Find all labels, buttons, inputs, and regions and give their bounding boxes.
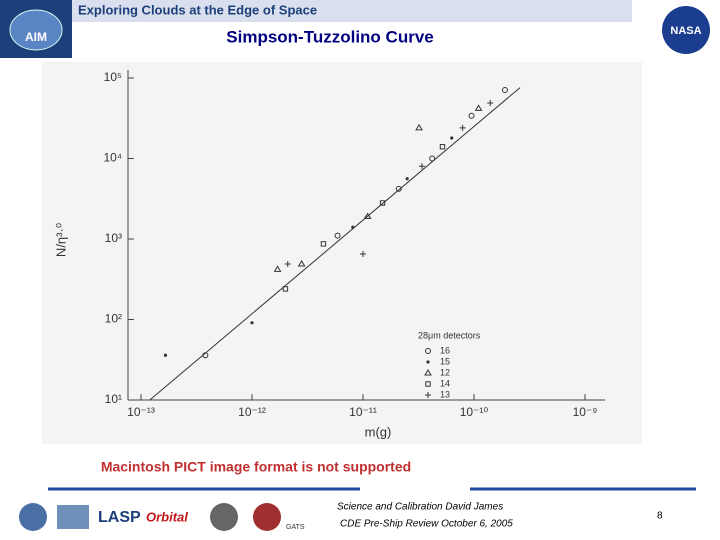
point — [320, 241, 327, 247]
point — [468, 112, 475, 119]
point — [351, 225, 355, 229]
x-tick-label: 10⁻¹³ — [127, 405, 155, 419]
legend-label: 13 — [440, 389, 450, 399]
slide-title: Simpson-Tuzzolino Curve — [226, 27, 433, 46]
legend-title: 28μm detectors — [418, 330, 481, 340]
logo-icon — [57, 505, 89, 529]
y-tick-label: 10² — [105, 312, 122, 326]
footer-line: CDE Pre-Ship Review October 6, 2005 — [340, 519, 513, 530]
y-axis-label: N/η³·⁰ — [53, 223, 68, 257]
x-axis-label: m(g) — [365, 424, 392, 439]
point — [439, 144, 446, 150]
orbital-logo: Orbital — [146, 509, 188, 524]
banner-text: Exploring Clouds at the Edge of Space — [78, 2, 317, 17]
legend-label: 16 — [440, 345, 450, 355]
placeholder-box — [52, 450, 460, 486]
point — [459, 124, 466, 131]
footer-line: Science and Calibration David James — [337, 502, 503, 513]
y-tick-label: 10⁵ — [104, 70, 122, 84]
legend-label: 14 — [440, 378, 450, 388]
y-tick-label: 10¹ — [105, 392, 122, 406]
placeholder-text: Macintosh PICT image format is not suppo… — [101, 459, 411, 475]
point — [379, 200, 386, 206]
page-number: 8 — [657, 511, 663, 522]
point — [425, 392, 431, 398]
x-tick-label: 10⁻¹¹ — [349, 405, 377, 419]
lasp-logo: LASP — [98, 509, 141, 526]
chart-image — [42, 62, 642, 444]
point — [202, 352, 209, 359]
point — [474, 104, 483, 111]
point — [395, 185, 402, 192]
nasa-logo-text: NASA — [670, 25, 701, 37]
aim-logo — [9, 9, 63, 51]
x-tick-label: 10⁻¹² — [238, 405, 266, 419]
point — [487, 99, 494, 106]
logo-icon — [210, 503, 238, 531]
logo-icon — [19, 503, 47, 531]
banner-band — [72, 0, 632, 22]
chart: 10¹ 10² 10³ 10⁴ 10⁵ 10⁻¹³ 10⁻¹² 10⁻¹¹ 10⁻¹⁰ 10⁻⁹ m… — [53, 70, 605, 439]
gats-logo: GATS — [286, 524, 305, 531]
point — [297, 259, 306, 267]
nasa-logo — [662, 6, 710, 54]
point — [282, 286, 289, 292]
x-tick-label: 10⁻¹⁰ — [460, 405, 489, 419]
point — [425, 381, 431, 387]
fit-line — [149, 87, 521, 401]
gats-icon — [253, 503, 281, 531]
point — [273, 265, 282, 272]
point — [250, 321, 254, 325]
point — [424, 369, 432, 376]
point — [405, 177, 409, 181]
y-tick-label: 10⁴ — [103, 151, 122, 165]
point — [334, 232, 341, 239]
y-tick-label: 10³ — [105, 231, 122, 245]
legend-label: 15 — [440, 356, 450, 366]
aim-logo-text: AIM — [25, 30, 47, 44]
x-tick-label: 10⁻⁹ — [573, 405, 598, 419]
point — [415, 123, 423, 131]
point — [501, 86, 508, 93]
legend-label: 12 — [440, 367, 450, 377]
point — [360, 251, 366, 258]
point — [450, 136, 454, 140]
point — [363, 212, 372, 220]
point — [429, 155, 436, 162]
point — [426, 360, 430, 364]
point — [284, 260, 291, 267]
point — [163, 353, 168, 357]
point — [425, 348, 431, 354]
point — [418, 163, 425, 170]
